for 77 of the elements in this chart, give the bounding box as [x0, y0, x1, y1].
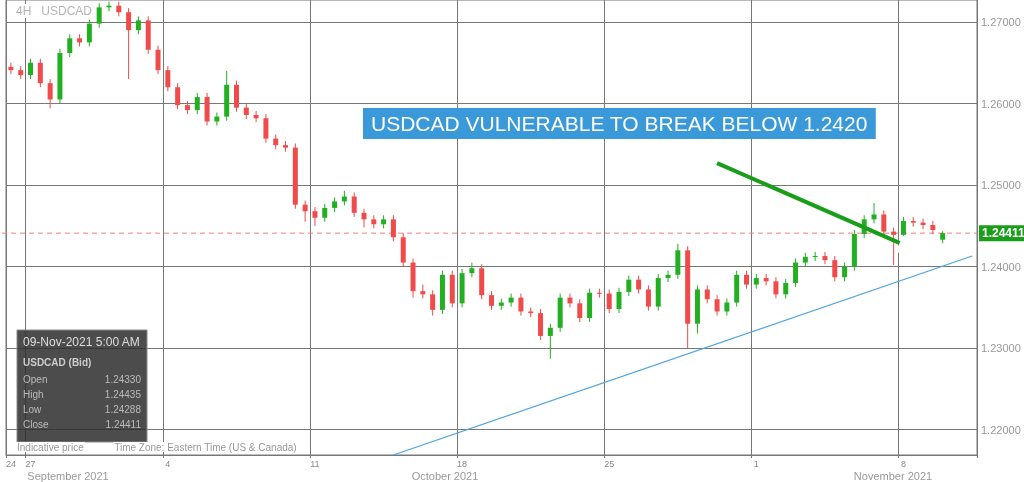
- text: USDCAD VULNERABLE TO BREAK BELOW 1.2420: [371, 112, 868, 135]
- text: November 2021: [853, 469, 933, 482]
- candlestick: [165, 65, 171, 92]
- candlestick: [175, 82, 181, 110]
- annotation: 1.24411: [105, 418, 142, 430]
- candlestick: [194, 92, 200, 115]
- candlestick: [714, 294, 720, 317]
- annotation: Open: [23, 373, 48, 385]
- annotation: 1.24435: [104, 388, 142, 400]
- annotation: 1.24288: [104, 403, 142, 415]
- candlestick: [626, 275, 632, 297]
- candlestick: [832, 255, 838, 282]
- annotation: Indicative price: [17, 441, 85, 453]
- annotation: USDCAD (Bid): [23, 356, 92, 368]
- candlestick: [891, 227, 897, 266]
- annotation: 09-Nov-2021 5:00 AM: [23, 335, 140, 349]
- candlestick: [508, 293, 514, 308]
- annotation: High: [23, 388, 44, 400]
- x-tick-label: 1: [753, 458, 759, 469]
- candlestick: [302, 200, 308, 223]
- candlestick: [793, 257, 799, 288]
- candlestick: [312, 206, 318, 227]
- candlestick: [645, 284, 651, 312]
- candlestick: [606, 288, 612, 314]
- chart-subtitle: 4H USDCAD: [16, 4, 93, 18]
- x-tick-label: 4: [165, 458, 171, 469]
- candlestick: [361, 208, 367, 228]
- candlestick: [126, 7, 132, 80]
- text: October 2021: [411, 469, 479, 482]
- candlestick: [233, 80, 239, 113]
- candlestick: [518, 293, 524, 317]
- candlestick: [547, 323, 553, 360]
- candlestick: [871, 202, 877, 224]
- y-tick-label: 1.25000: [981, 179, 1021, 192]
- candlestick: [8, 62, 14, 75]
- candlestick: [930, 220, 936, 235]
- candlestick: [538, 308, 544, 341]
- annotation: 1.24330: [104, 373, 142, 385]
- candlestick: [881, 209, 887, 237]
- candlestick: [616, 287, 622, 314]
- candlestick: [390, 214, 396, 242]
- candlestick: [253, 110, 259, 123]
- candlestick: [28, 58, 34, 80]
- candlestick: [577, 298, 583, 323]
- candlestick: [155, 45, 161, 75]
- y-tick-label: 1.22000: [981, 423, 1021, 436]
- candlestick: [763, 273, 769, 286]
- annotation: Close: [23, 418, 49, 430]
- candlestick: [489, 290, 494, 311]
- ref-line-label: 1.24411: [982, 226, 1024, 241]
- x-tick-label: 24: [5, 458, 16, 469]
- candlestick: [67, 33, 73, 58]
- annotation: Time Zone: Eastern Time (US & Canada): [114, 441, 297, 453]
- x-tick-label: 27: [25, 458, 36, 469]
- candlestick: [842, 262, 848, 282]
- candlestick: [96, 2, 102, 29]
- candlestick: [37, 58, 43, 88]
- candlestick: [430, 289, 436, 317]
- candlestick: [351, 191, 357, 218]
- candlestick: [822, 251, 828, 265]
- candlestick: [665, 270, 671, 283]
- candlestick: [783, 278, 789, 299]
- text: September 2021: [27, 469, 109, 482]
- x-tick-label: 18: [457, 458, 468, 469]
- y-tick-label: 1.27000: [981, 16, 1021, 29]
- candlestick: [47, 78, 53, 109]
- candlestick: [773, 276, 779, 299]
- x-tick-label: 11: [310, 458, 320, 469]
- candlestick: [263, 113, 269, 144]
- y-tick-label: 1.23000: [981, 342, 1021, 355]
- y-tick-label: 1.26000: [981, 97, 1021, 110]
- candlestick: [86, 19, 92, 47]
- x-tick-label: 25: [604, 458, 615, 469]
- candlestick: [469, 262, 475, 278]
- annotation: Low: [23, 403, 43, 415]
- x-tick-label: 8: [900, 458, 906, 469]
- y-tick-label: 1.24000: [981, 260, 1021, 273]
